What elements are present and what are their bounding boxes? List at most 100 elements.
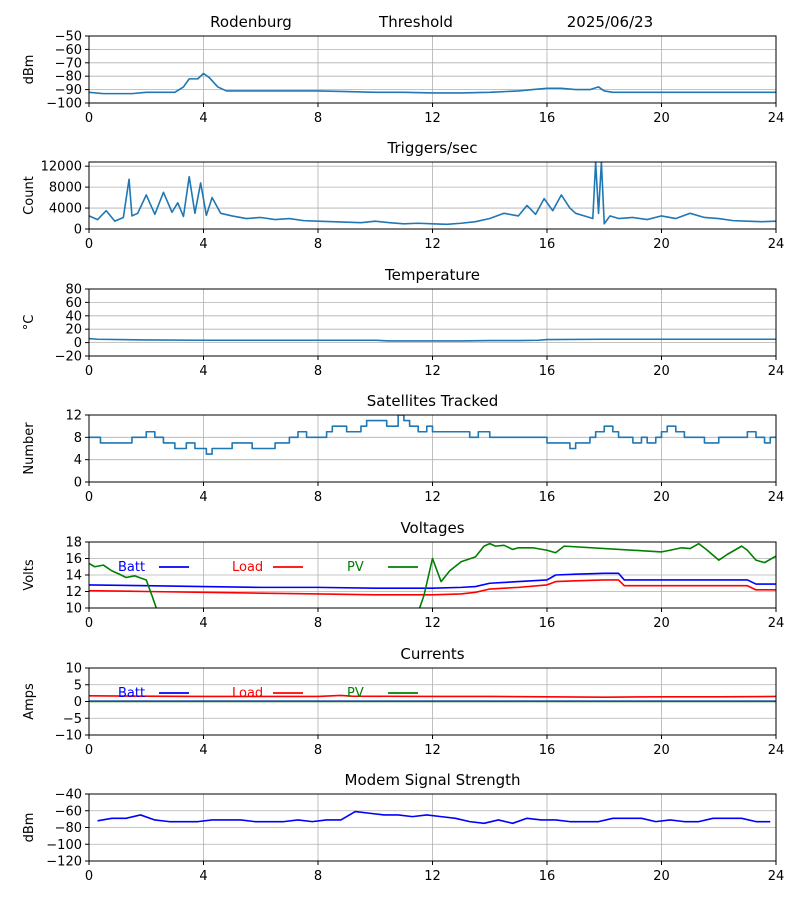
series-line-0 xyxy=(89,415,776,455)
y-axis-label: °C xyxy=(22,315,37,331)
x-tick-label: 20 xyxy=(653,237,670,252)
y-tick-label: 20 xyxy=(65,323,82,338)
x-tick-label: 0 xyxy=(85,616,93,631)
chart-title: Satellites Tracked xyxy=(367,392,498,410)
panel-4: Batt Load PV0 4 8 12 16 20 241012141618VoltagesV… xyxy=(22,519,784,631)
y-axis-label: Amps xyxy=(22,683,37,720)
x-tick-label: 12 xyxy=(424,364,441,379)
y-tick-label: 14 xyxy=(65,569,82,584)
y-tick-label: −100 xyxy=(46,838,82,853)
x-tick-label: 12 xyxy=(424,237,441,252)
y-tick-label: 12 xyxy=(65,585,82,600)
y-tick-label: 0 xyxy=(74,336,82,351)
x-tick-label: 4 xyxy=(199,743,207,758)
y-tick-label: −80 xyxy=(55,70,82,85)
header-site: Rodenburg xyxy=(210,13,292,31)
x-tick-label: 0 xyxy=(85,869,93,884)
chart-title: Currents xyxy=(400,645,464,663)
x-tick-label: 16 xyxy=(539,364,556,379)
x-tick-label: 24 xyxy=(768,743,785,758)
x-tick-label: 8 xyxy=(314,869,322,884)
y-tick-label: −80 xyxy=(55,821,82,836)
series-line-pv xyxy=(89,542,776,608)
y-tick-label: 12000 xyxy=(41,160,82,175)
x-tick-label: 4 xyxy=(199,111,207,126)
header-date: 2025/06/23 xyxy=(567,13,653,31)
x-tick-label: 8 xyxy=(314,490,322,505)
x-tick-label: 20 xyxy=(653,869,670,884)
y-axis-label: dBm xyxy=(22,813,37,843)
x-tick-label: 8 xyxy=(314,616,322,631)
y-tick-label: −40 xyxy=(55,788,82,803)
y-tick-label: 10 xyxy=(65,602,82,617)
chart-title: Voltages xyxy=(400,519,464,537)
x-tick-label: 4 xyxy=(199,616,207,631)
series-line-0 xyxy=(97,810,771,825)
panel-6: 0 4 8 12 16 20 24 −120 −100 −80 −60−40 Modem Signal… xyxy=(22,771,784,884)
y-tick-label: −10 xyxy=(55,729,82,744)
y-axis-label: Volts xyxy=(22,559,37,591)
y-tick-label: 5 xyxy=(74,678,82,693)
y-tick-label: −60 xyxy=(55,804,82,819)
y-tick-label: 4000 xyxy=(49,202,82,217)
y-axis-label: Number xyxy=(22,422,37,475)
legend-label-pv: PV xyxy=(347,560,364,575)
y-tick-label: −50 xyxy=(55,30,82,45)
x-tick-label: 8 xyxy=(314,237,322,252)
chart-title: Triggers/sec xyxy=(387,139,478,157)
x-tick-label: 0 xyxy=(85,111,93,126)
series-line-0 xyxy=(89,162,776,226)
x-tick-label: 24 xyxy=(768,111,785,126)
x-tick-label: 4 xyxy=(199,364,207,379)
x-tick-label: 24 xyxy=(768,869,785,884)
y-axis-label: Count xyxy=(22,176,37,215)
y-tick-label: 0 xyxy=(74,476,82,491)
y-tick-label: 80 xyxy=(65,283,82,298)
x-tick-label: 16 xyxy=(539,616,556,631)
x-tick-label: 16 xyxy=(539,869,556,884)
series-line-batt xyxy=(89,572,776,589)
x-tick-label: 8 xyxy=(314,364,322,379)
y-tick-label: 0 xyxy=(74,695,82,710)
header-mode: Threshold xyxy=(378,13,453,31)
x-tick-label: 4 xyxy=(199,490,207,505)
legend-label-load: Load xyxy=(232,686,263,701)
y-tick-label: −100 xyxy=(46,97,82,112)
series-line-load xyxy=(89,579,776,596)
y-tick-label: 40 xyxy=(65,309,82,324)
y-tick-label: 60 xyxy=(65,296,82,311)
x-tick-label: 24 xyxy=(768,237,785,252)
x-tick-label: 16 xyxy=(539,743,556,758)
x-tick-label: 8 xyxy=(314,743,322,758)
y-tick-label: 4 xyxy=(74,453,82,468)
x-tick-label: 12 xyxy=(424,111,441,126)
legend-label-batt: Batt xyxy=(118,686,145,701)
y-tick-label: 0 xyxy=(74,223,82,238)
y-tick-label: 8 xyxy=(74,431,82,446)
x-tick-label: 16 xyxy=(539,237,556,252)
y-tick-label: 8000 xyxy=(49,181,82,196)
x-tick-label: 0 xyxy=(85,490,93,505)
x-tick-label: 20 xyxy=(653,364,670,379)
series-line-0 xyxy=(89,337,776,342)
series-line-load xyxy=(89,694,776,698)
series-line-0 xyxy=(89,72,776,95)
y-tick-label: 18 xyxy=(65,536,82,551)
y-tick-label: −120 xyxy=(46,855,82,870)
x-tick-label: 24 xyxy=(768,616,785,631)
x-tick-label: 0 xyxy=(85,364,93,379)
x-tick-label: 4 xyxy=(199,869,207,884)
x-tick-label: 4 xyxy=(199,237,207,252)
legend-label-pv: PV xyxy=(347,686,364,701)
chart-title: Temperature xyxy=(384,266,480,284)
x-tick-label: 8 xyxy=(314,111,322,126)
chart-title: Modem Signal Strength xyxy=(345,771,521,789)
x-tick-label: 24 xyxy=(768,490,785,505)
x-tick-label: 12 xyxy=(424,743,441,758)
y-tick-label: −20 xyxy=(55,350,82,365)
x-tick-label: 0 xyxy=(85,237,93,252)
x-tick-label: 12 xyxy=(424,490,441,505)
